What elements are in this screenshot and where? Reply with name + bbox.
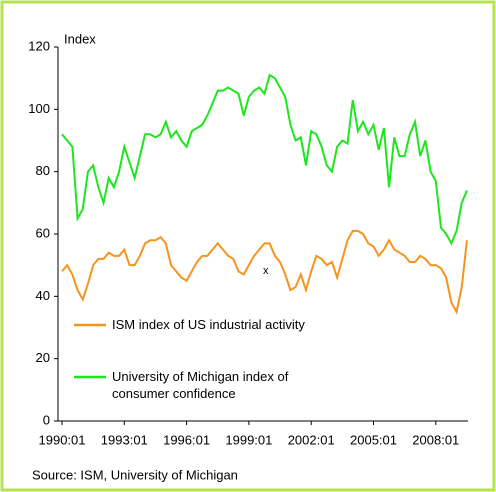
- series-line: [61, 229, 468, 315]
- y-tick-label: 20: [36, 350, 50, 365]
- x-tick-label: 1990:01: [39, 432, 86, 447]
- x-tick-label: 1993:01: [101, 432, 148, 447]
- y-tick-label: 100: [28, 101, 50, 116]
- x-tick-label: 2005:01: [350, 432, 397, 447]
- y-tick-label: 60: [36, 225, 50, 240]
- series-line: [61, 73, 468, 246]
- y-tick-label: 80: [36, 163, 50, 178]
- source: Source: ISM, University of Michigan: [32, 467, 238, 482]
- y-tick-label: 40: [36, 288, 50, 303]
- x-tick-label: 2002:01: [288, 432, 335, 447]
- x-tick-label: 1996:01: [163, 432, 210, 447]
- x-tick-label: 1999:01: [225, 432, 272, 447]
- legend-label: University of Michigan index of consumer…: [112, 369, 289, 401]
- legend-label: ISM index of US industrial activity: [112, 317, 305, 332]
- annotation: x: [263, 265, 269, 277]
- y-tick-label: 0: [43, 412, 50, 427]
- x-tick-label: 2008:01: [412, 432, 459, 447]
- y-tick-label: 120: [28, 38, 50, 53]
- y-axis-label: Index: [64, 31, 96, 46]
